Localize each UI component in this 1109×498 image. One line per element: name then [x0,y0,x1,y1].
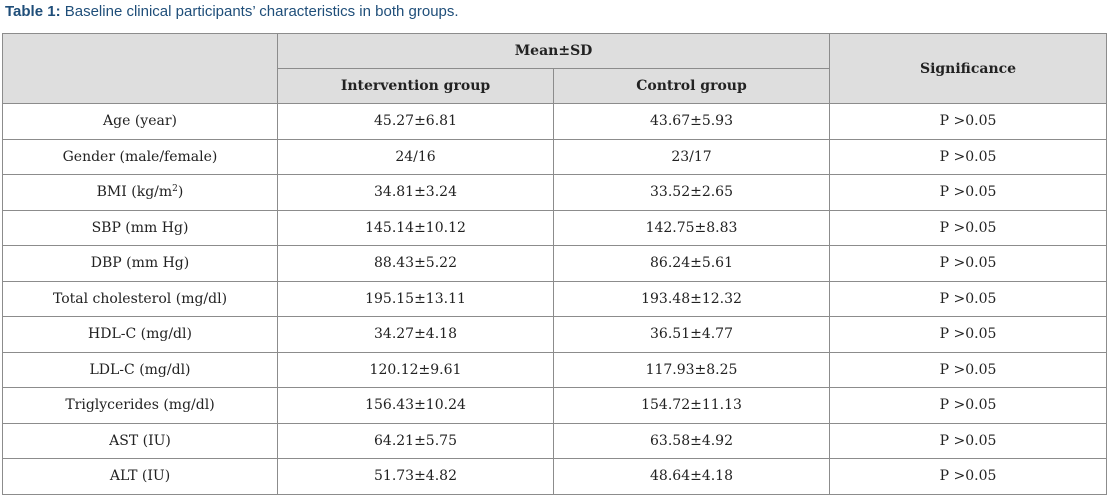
row-label: LDL-C (mg/dl) [2,351,278,388]
row-label-text: Age (year) [103,113,177,130]
row-label-text: HDL-C (mg/dl) [88,326,192,343]
row-label: AST (IU) [2,422,278,459]
table-row: HDL-C (mg/dl) 34.27±4.18 36.51±4.77 P >0.05 [2,316,1108,353]
header-control-group: Control group [552,68,831,104]
header-intervention-group: Intervention group [277,68,554,104]
row-label: BMI (kg/m2) [2,174,278,211]
significance-value: P >0.05 [829,422,1108,459]
header-significance: Significance [829,33,1108,104]
intervention-value: 64.21±5.75 [277,422,554,459]
row-label: SBP (mm Hg) [2,209,278,246]
control-value: 117.93±8.25 [552,351,831,388]
row-label-text: DBP (mm Hg) [90,255,190,272]
control-value: 193.48±12.32 [552,280,831,317]
intervention-value: 195.15±13.11 [277,280,554,317]
control-value: 23/17 [552,138,831,175]
table-row: Triglycerides (mg/dl) 156.43±10.24 154.72±… [2,387,1108,424]
row-label: Age (year) [2,103,278,140]
significance-value: P >0.05 [829,351,1108,388]
row-label-text: AST (IU) [109,432,171,449]
header-row-2: Intervention group Control group [3,68,1107,104]
intervention-value: 24/16 [277,138,554,175]
intervention-value: 51.73±4.82 [277,458,554,495]
significance-value: P >0.05 [829,209,1108,246]
intervention-value: 156.43±10.24 [277,387,554,424]
header-mean-sd: Mean±SD [276,33,831,69]
table-row: DBP (mm Hg) 88.43±5.22 86.24±5.61 P >0.05 [2,245,1108,282]
table-row: SBP (mm Hg) 145.14±10.12 142.75±8.83 P >0.0… [2,209,1108,246]
row-label-suffix: ) [177,184,184,201]
table-row: Gender (male/female) 24/16 23/17 P >0.05 [2,138,1108,175]
significance-value: P >0.05 [829,103,1108,140]
control-value: 36.51±4.77 [552,316,831,353]
intervention-value: 88.43±5.22 [277,245,554,282]
table-row: Total cholesterol (mg/dl) 195.15±13.11 193… [2,280,1108,317]
significance-value: P >0.05 [829,138,1108,175]
row-label: DBP (mm Hg) [2,245,278,282]
table-row: ALT (IU) 51.73±4.82 48.64±4.18 P >0.05 [2,458,1108,495]
header-row-1: Mean±SD Significance [2,33,1108,104]
row-label: HDL-C (mg/dl) [2,316,278,353]
table-caption: Table 1: Baseline clinical participants’… [5,3,459,20]
intervention-value: 34.81±3.24 [277,174,554,211]
row-label: Total cholesterol (mg/dl) [2,280,278,317]
control-value: 43.67±5.93 [552,103,831,140]
row-label: Gender (male/female) [2,138,278,175]
significance-value: P >0.05 [829,387,1108,424]
table-row: Age (year) 45.27±6.81 43.67±5.93 P >0.05 [2,103,1108,140]
table-row: AST (IU) 64.21±5.75 63.58±4.92 P >0.05 [2,422,1108,459]
row-label-superscript: 2 [172,184,178,195]
table-body: Age (year) 45.27±6.81 43.67±5.93 P >0.05 Gen… [2,103,1108,495]
row-label: Triglycerides (mg/dl) [2,387,278,424]
row-label-text: ALT (IU) [109,468,171,485]
table-row: LDL-C (mg/dl) 120.12±9.61 117.93±8.25 P >0.… [2,351,1108,388]
intervention-value: 45.27±6.81 [277,103,554,140]
significance-value: P >0.05 [829,458,1108,495]
row-label-text: LDL-C (mg/dl) [89,361,191,378]
control-value: 63.58±4.92 [552,422,831,459]
significance-value: P >0.05 [829,245,1108,282]
intervention-value: 34.27±4.18 [277,316,554,353]
row-label-text: SBP (mm Hg) [91,219,189,236]
table-caption-label: Table 1: [5,3,61,20]
control-value: 33.52±2.65 [552,174,831,211]
control-value: 48.64±4.18 [552,458,831,495]
table-header: Mean±SD Significance Intervention group … [2,33,1108,104]
row-label-text: BMI (kg/m [96,184,173,201]
row-label-text: Triglycerides (mg/dl) [65,397,215,414]
significance-value: P >0.05 [829,174,1108,211]
characteristics-table: Mean±SD Significance Intervention group … [2,33,1108,495]
intervention-value: 145.14±10.12 [277,209,554,246]
control-value: 142.75±8.83 [552,209,831,246]
header-empty-cell [2,33,278,104]
table-row: BMI (kg/m2) 34.81±3.24 33.52±2.65 P >0.05 [2,174,1108,211]
significance-value: P >0.05 [829,316,1108,353]
row-label-text: Gender (male/female) [62,148,218,165]
table-caption-text: Baseline clinical participants’ characte… [60,3,459,20]
control-value: 154.72±11.13 [552,387,831,424]
intervention-value: 120.12±9.61 [277,351,554,388]
control-value: 86.24±5.61 [552,245,831,282]
row-label: ALT (IU) [2,458,278,495]
significance-value: P >0.05 [829,280,1108,317]
row-label-text: Total cholesterol (mg/dl) [52,290,228,307]
